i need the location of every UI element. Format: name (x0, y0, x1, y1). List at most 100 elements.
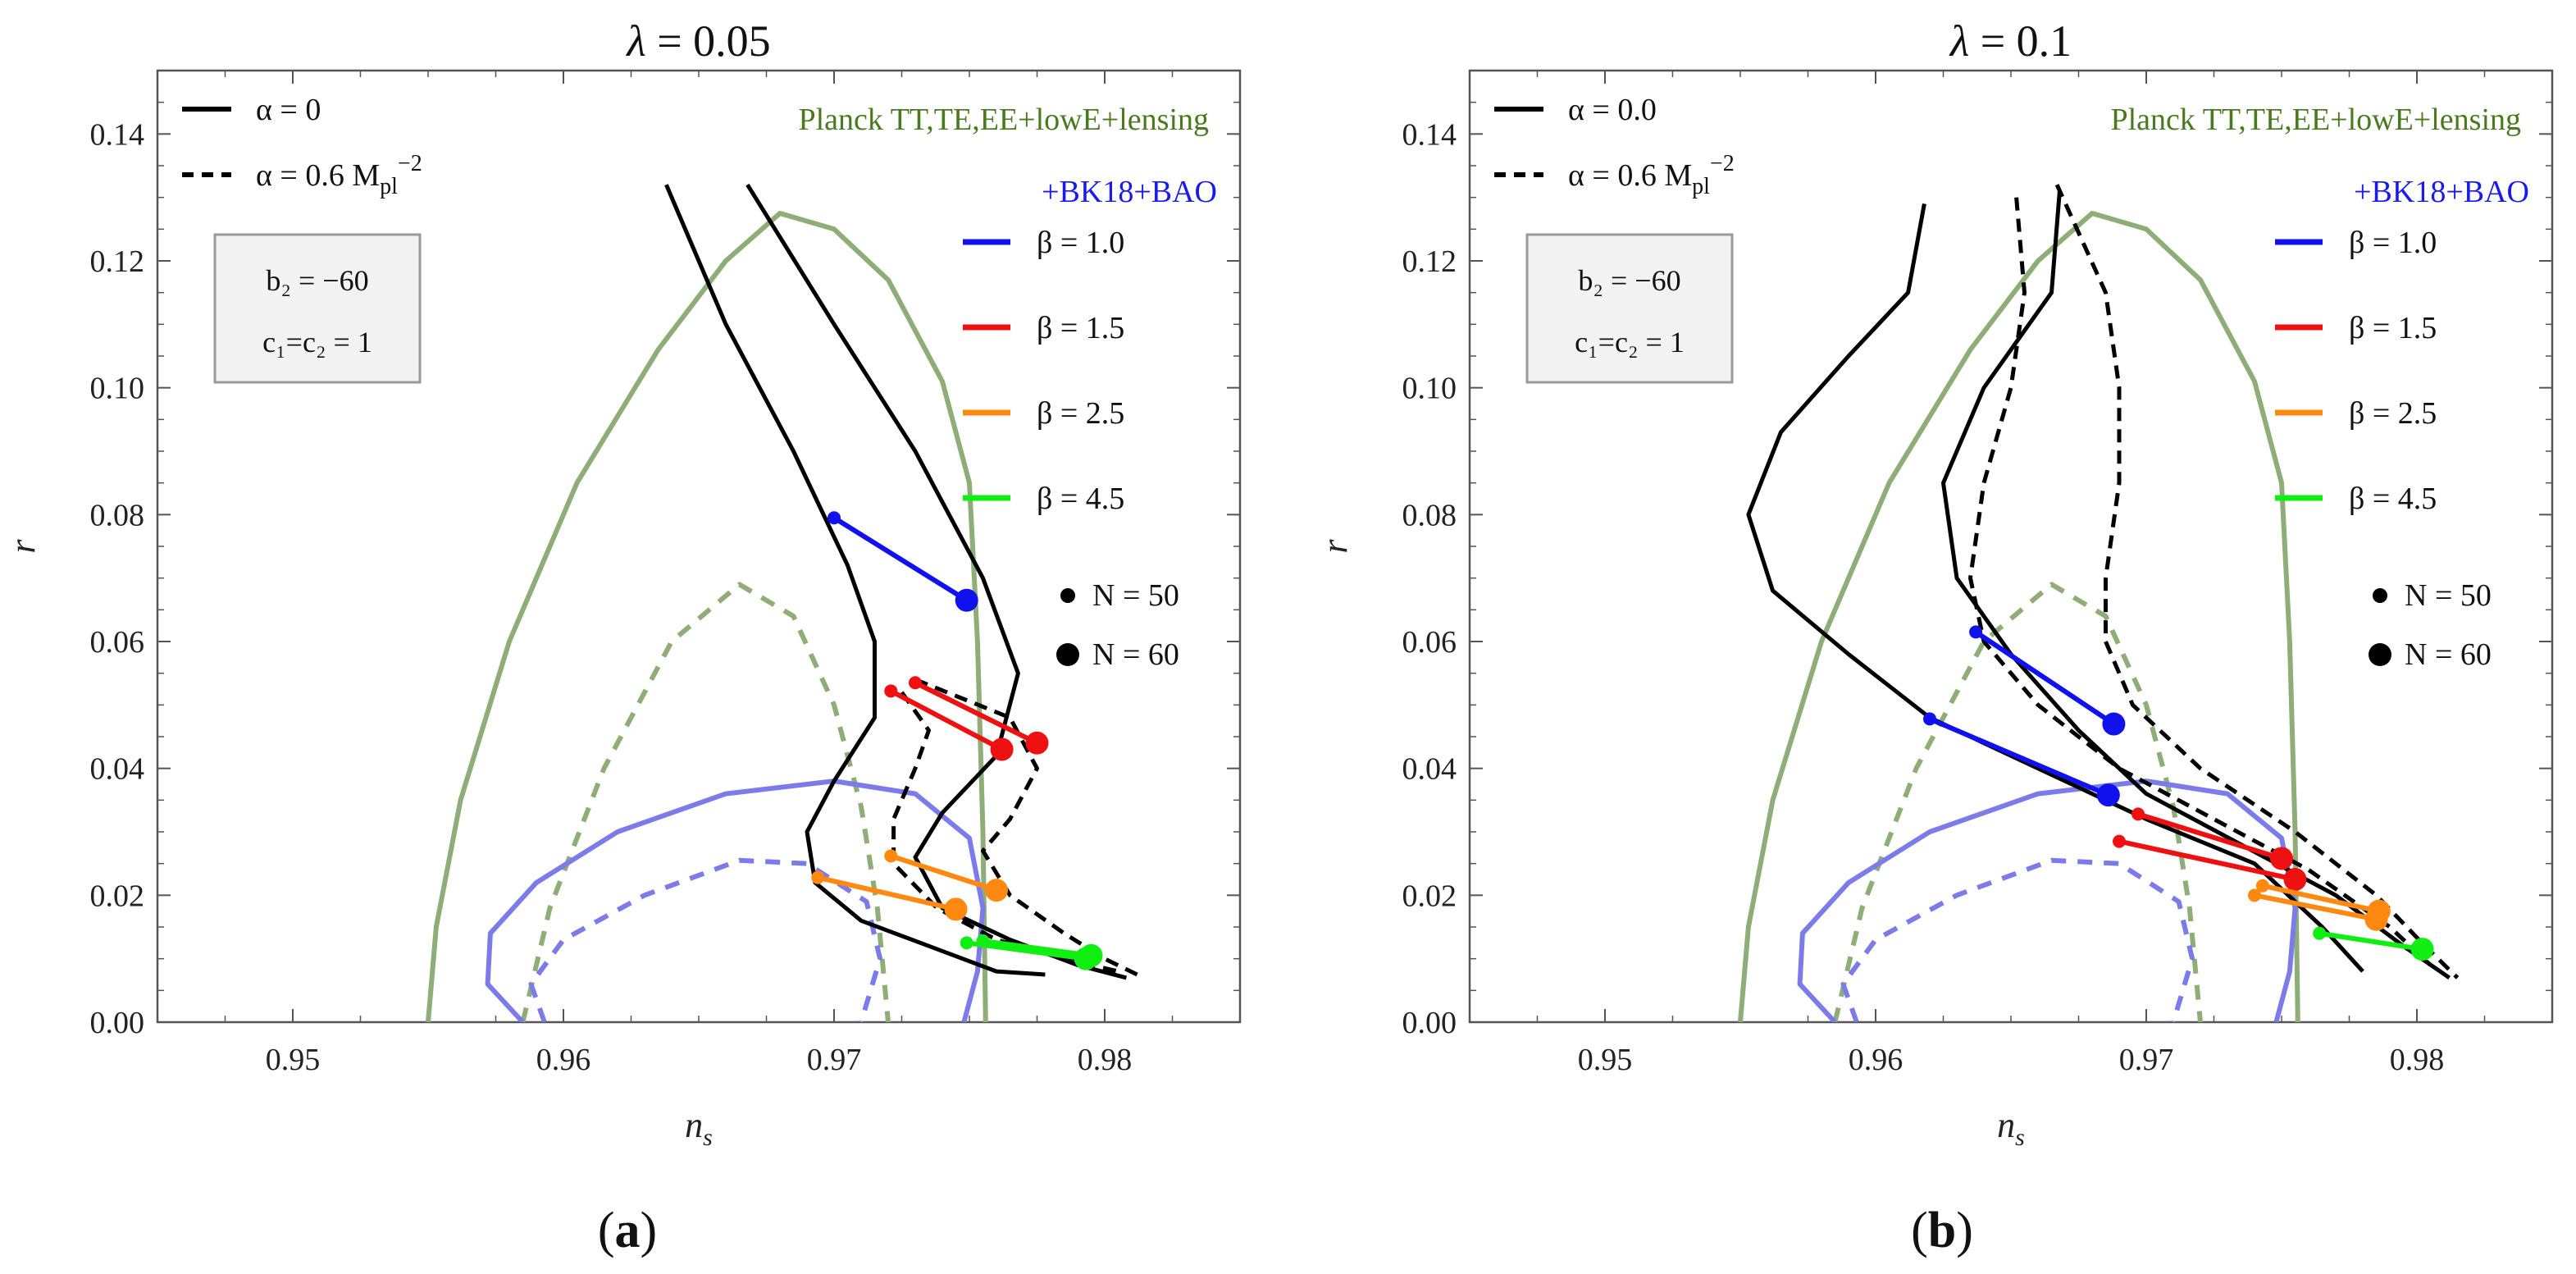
n50-point (2255, 879, 2269, 893)
planck-95-contour (1738, 211, 2300, 1022)
n60-point (1079, 943, 1103, 967)
y-tick-label: 0.00 (1402, 1006, 1457, 1040)
beta-segment (913, 680, 1040, 746)
legend-bk-label: +BK18+BAO (1042, 175, 1217, 209)
y-tick-label: 0.10 (90, 372, 145, 406)
y-tick-label: 0.14 (1402, 117, 1457, 152)
x-tick-label: 0.97 (807, 1043, 862, 1077)
caption-letter: b (1928, 1203, 1956, 1258)
n60-point (985, 879, 1008, 902)
legend-alpha-label: α = 0.6 Mpl−2 (1568, 151, 1735, 199)
n60-point (955, 588, 978, 612)
legend-beta-label: β = 1.5 (1037, 311, 1124, 345)
n50-point (2113, 834, 2126, 848)
n60-point (2283, 868, 2307, 891)
x-axis-label-sub: s (703, 1124, 713, 1151)
legend-alpha-main: α = 0.6 M (256, 158, 380, 193)
y-tick-label: 0.04 (1402, 752, 1457, 787)
y-tick-label: 0.00 (90, 1006, 145, 1040)
x-axis-label: ns (1997, 1105, 2025, 1151)
beta-segment (2117, 838, 2298, 882)
x-tick-label: 0.98 (2390, 1043, 2445, 1077)
beta-segment (832, 515, 969, 603)
n60-point (2096, 783, 2120, 807)
legend-bk-label: +BK18+BAO (2354, 175, 2529, 209)
beta-segment (980, 938, 1094, 958)
caption-open-paren: ( (1911, 1203, 1928, 1258)
param-box (1525, 233, 1734, 384)
beta-segment (888, 688, 1005, 752)
legend-alpha-sub: pl (1692, 174, 1710, 199)
y-tick-label: 0.12 (1402, 244, 1457, 279)
x-axis-label-main: n (685, 1105, 703, 1145)
alpha0-curve-left (664, 184, 1046, 977)
y-tick-label: 0.12 (90, 244, 145, 279)
bk18-68-contour (1840, 857, 2195, 1022)
legend-alpha-label: α = 0.6 Mpl−2 (256, 151, 422, 199)
n50-point (884, 684, 898, 698)
n50-point (828, 511, 841, 525)
legend-beta-label: β = 1.5 (2349, 311, 2437, 345)
plot-area (1738, 184, 2460, 1022)
legend-n-label: N = 60 (2405, 637, 2492, 672)
legend-n-marker (2369, 643, 2391, 666)
n50-point (960, 936, 973, 950)
param-box-line: c₁=c₂ = 1 (262, 326, 372, 358)
planck-68-contour (520, 582, 891, 1022)
legend-alpha-label: α = 0 (256, 93, 321, 127)
n50-point (2313, 926, 2327, 940)
y-axis-label: r (1315, 539, 1355, 554)
alpha06-curve-left (1968, 197, 2432, 967)
legend-n-marker (1060, 588, 1075, 603)
caption-close-paren: ) (1956, 1203, 1973, 1258)
legend-alpha-sup: −2 (1710, 151, 1735, 176)
y-tick-label: 0.08 (1402, 498, 1457, 532)
caption-close-paren: ) (641, 1203, 658, 1258)
x-tick-label: 0.97 (2119, 1043, 2174, 1077)
x-tick-label: 0.96 (536, 1043, 591, 1077)
beta-segment (1927, 716, 2111, 798)
x-axis-label: ns (685, 1105, 713, 1151)
legend-n-label: N = 50 (2405, 578, 2492, 613)
beta-segment (1973, 629, 2117, 727)
legend-alpha-main: α = 0.0 (1568, 93, 1657, 127)
legend-beta-label: β = 1.0 (2349, 226, 2437, 260)
alpha0-curve-left (1746, 203, 2364, 973)
legend-n-label: N = 50 (1092, 578, 1179, 613)
n50-point (2131, 807, 2145, 821)
bk18-68-contour (528, 857, 883, 1022)
legend-n-marker (2373, 588, 2387, 603)
legend-beta-label: β = 1.0 (1037, 226, 1124, 260)
legend-beta-label: β = 4.5 (2349, 482, 2437, 516)
panel-title: λ = 0.05 (625, 16, 770, 66)
y-tick-label: 0.02 (90, 879, 145, 913)
panel-title-symbol: λ (625, 16, 645, 66)
beta-segment (888, 853, 999, 893)
n50-point (884, 849, 898, 863)
n60-point (1025, 731, 1049, 755)
x-axis-label-sub: s (2015, 1124, 2025, 1151)
n50-point (811, 870, 825, 884)
plot-area (426, 183, 1138, 1022)
n60-point (2102, 712, 2126, 736)
beta-segment (2136, 811, 2284, 861)
legend-alpha-main: α = 0 (256, 93, 321, 127)
caption-open-paren: ( (598, 1203, 615, 1258)
y-tick-label: 0.10 (1402, 372, 1457, 406)
y-tick-label: 0.06 (1402, 625, 1457, 660)
n50-point (909, 676, 922, 690)
n50-point (1969, 625, 1983, 639)
legend-n-label: N = 60 (1092, 637, 1179, 672)
panel-caption: (b) (1911, 1203, 1973, 1258)
y-tick-label: 0.06 (90, 625, 145, 660)
legend-alpha-sup: −2 (398, 151, 422, 176)
legend-planck-label: Planck TT,TE,EE+lowE+lensing (2110, 103, 2521, 137)
x-tick-label: 0.95 (1578, 1043, 1633, 1077)
n60-point (944, 897, 968, 921)
n60-point (2270, 847, 2293, 870)
y-tick-label: 0.02 (1402, 879, 1457, 913)
param-box-line: c₁=c₂ = 1 (1575, 326, 1685, 358)
legend-beta-label: β = 2.5 (1037, 396, 1124, 431)
plot-frame (156, 69, 1242, 1024)
